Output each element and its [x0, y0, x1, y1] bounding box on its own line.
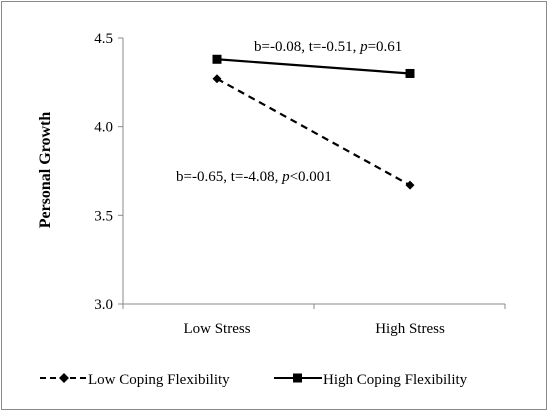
legend: Low Coping Flexibility High Coping Flexi… [40, 372, 468, 388]
annotation-low-coping: b=-0.65, t=-4.08, p<0.001 [176, 169, 332, 185]
x-tick-label: High Stress [375, 321, 445, 337]
y-tick-label: 3.5 [94, 208, 113, 224]
data-point-diamond [405, 180, 415, 190]
y-axis-title: Personal Growth [37, 112, 54, 229]
y-tick-label: 3.0 [94, 297, 113, 313]
annotation-high-coping: b=-0.08, t=-0.51, p=0.61 [254, 39, 402, 55]
legend-item-high-coping: High Coping Flexibility [274, 372, 468, 388]
data-point-square [405, 68, 415, 78]
legend-label-high-coping: High Coping Flexibility [323, 372, 468, 388]
y-tick-label: 4.0 [94, 120, 113, 136]
series-line-high-coping [216, 58, 411, 75]
series-line-low-coping [216, 77, 411, 187]
legend-square-marker [293, 373, 302, 383]
legend-label-low-coping: Low Coping Flexibility [88, 372, 230, 388]
y-tick-label: 4.5 [94, 31, 113, 47]
x-tick-label: Low Stress [183, 321, 250, 337]
data-point-diamond [212, 74, 222, 84]
data-point-square [212, 54, 222, 64]
legend-item-low-coping: Low Coping Flexibility [40, 372, 230, 388]
legend-diamond-marker [59, 373, 69, 383]
